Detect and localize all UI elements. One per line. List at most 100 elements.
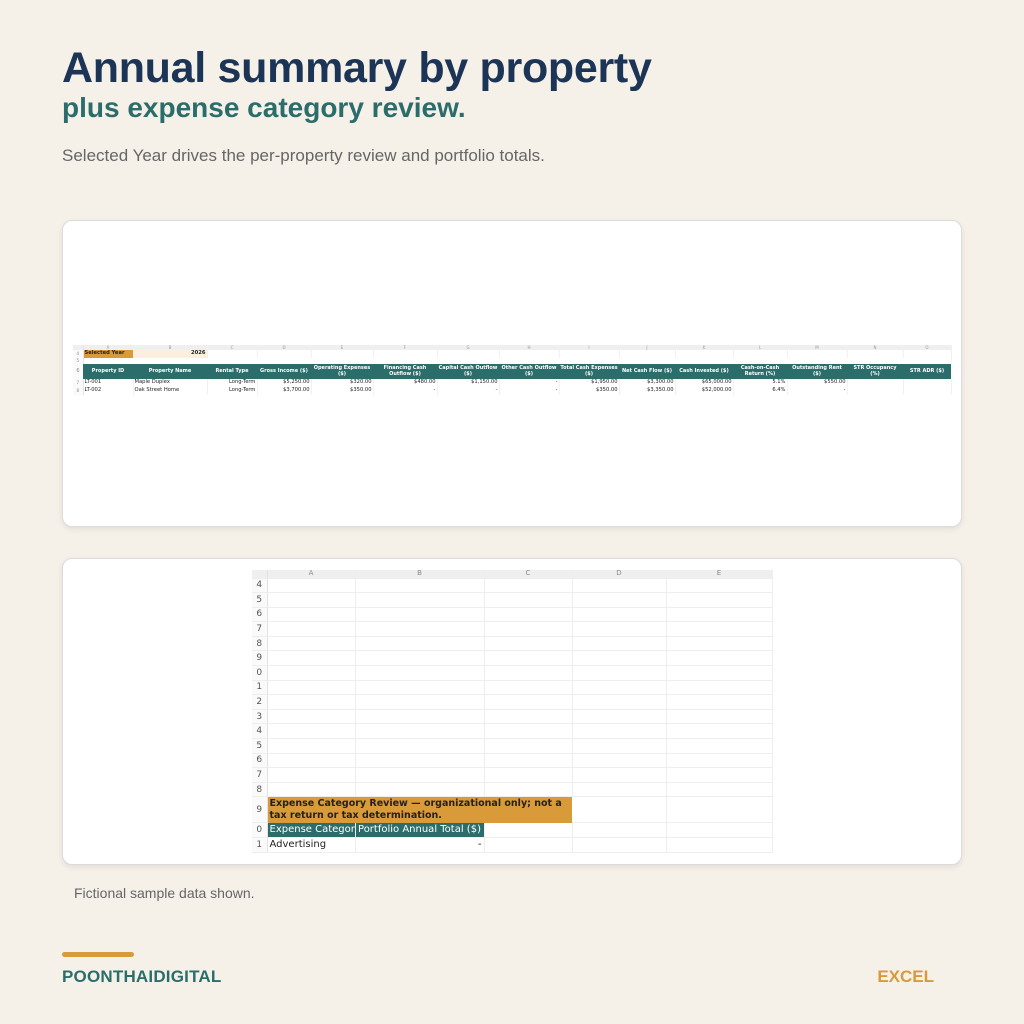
column-header[interactable]: F: [373, 345, 438, 350]
cell[interactable]: $1,950.00: [559, 379, 620, 387]
cell[interactable]: Long-Term: [207, 387, 258, 395]
cell[interactable]: $350.00: [559, 387, 620, 395]
cell[interactable]: [484, 709, 573, 725]
cell[interactable]: [484, 680, 573, 696]
header-financing-outflow[interactable]: Financing Cash Outflow ($): [373, 364, 437, 379]
cell[interactable]: [666, 796, 773, 824]
column-header[interactable]: C: [207, 345, 258, 350]
column-header[interactable]: E: [666, 570, 773, 579]
cell[interactable]: [355, 723, 485, 740]
column-header[interactable]: L: [733, 345, 788, 350]
cell[interactable]: [484, 650, 573, 667]
cell[interactable]: $3,700.00: [257, 387, 312, 395]
cell[interactable]: [619, 350, 676, 358]
row-number[interactable]: 8: [252, 782, 268, 798]
column-header[interactable]: I: [559, 345, 620, 350]
cell[interactable]: -: [499, 387, 560, 395]
row-number[interactable]: 5: [252, 592, 268, 608]
cell[interactable]: [355, 592, 485, 608]
column-header[interactable]: D: [572, 570, 667, 579]
cell[interactable]: Oak Street Home: [133, 387, 208, 395]
cell[interactable]: $5,250.00: [257, 379, 312, 387]
header-portfolio-annual-total[interactable]: Portfolio Annual Total ($): [355, 822, 485, 838]
cell[interactable]: [666, 680, 773, 696]
cell[interactable]: [903, 350, 952, 358]
cell[interactable]: [267, 592, 356, 608]
row-number[interactable]: 7: [252, 767, 268, 783]
row-number[interactable]: 0: [252, 665, 268, 681]
header-other-outflow[interactable]: Other Cash Outflow ($): [499, 364, 559, 379]
cell[interactable]: [267, 782, 356, 798]
cell[interactable]: [572, 636, 667, 652]
cell[interactable]: [572, 796, 667, 824]
cell[interactable]: LT-002: [83, 387, 134, 395]
cell[interactable]: $52,000.00: [675, 387, 734, 395]
cell[interactable]: [484, 782, 573, 798]
cell[interactable]: $550.00: [787, 379, 848, 387]
cell[interactable]: [267, 680, 356, 696]
cell[interactable]: [666, 822, 773, 838]
row-number[interactable]: 7: [252, 621, 268, 637]
column-header[interactable]: J: [619, 345, 676, 350]
expense-category-cell[interactable]: Advertising: [267, 837, 356, 853]
cell[interactable]: -: [437, 387, 500, 395]
cell[interactable]: -: [499, 379, 560, 387]
cell[interactable]: [572, 782, 667, 798]
cell[interactable]: [666, 723, 773, 740]
header-operating-expenses[interactable]: Operating Expenses ($): [311, 364, 373, 379]
column-header[interactable]: A: [83, 345, 134, 350]
cell[interactable]: [484, 837, 573, 853]
column-header[interactable]: C: [484, 570, 573, 579]
select-all-corner[interactable]: [73, 345, 84, 350]
row-number[interactable]: 5: [73, 358, 84, 364]
cell[interactable]: [572, 738, 667, 754]
cell[interactable]: [267, 694, 356, 710]
column-header[interactable]: B: [355, 570, 485, 579]
cell[interactable]: $350.00: [311, 387, 374, 395]
cell[interactable]: [666, 578, 773, 594]
cell[interactable]: [666, 621, 773, 637]
cell[interactable]: [267, 578, 356, 594]
cell[interactable]: [355, 578, 485, 594]
cell[interactable]: [666, 592, 773, 608]
row-number[interactable]: 6: [73, 364, 83, 379]
cell[interactable]: [847, 350, 904, 358]
cell[interactable]: -: [373, 387, 438, 395]
cell[interactable]: [484, 607, 573, 623]
row-number[interactable]: 1: [252, 680, 268, 696]
cell[interactable]: [675, 350, 734, 358]
cell[interactable]: Long-Term: [207, 379, 258, 387]
cell[interactable]: [355, 767, 485, 783]
cell[interactable]: [484, 665, 573, 681]
header-cash-invested[interactable]: Cash Invested ($): [675, 364, 733, 379]
cell[interactable]: [207, 350, 258, 358]
cell[interactable]: [572, 753, 667, 769]
cell[interactable]: [572, 694, 667, 710]
cell[interactable]: [267, 607, 356, 623]
cell[interactable]: $3,300.00: [619, 379, 676, 387]
cell[interactable]: [847, 379, 904, 387]
cell[interactable]: [311, 350, 374, 358]
cell[interactable]: [484, 767, 573, 783]
header-capital-outflow[interactable]: Capital Cash Outflow ($): [437, 364, 499, 379]
cell[interactable]: [355, 709, 485, 725]
cell[interactable]: [437, 350, 500, 358]
cell[interactable]: [559, 350, 620, 358]
cell[interactable]: [267, 723, 356, 740]
cell[interactable]: [572, 592, 667, 608]
cell[interactable]: [499, 350, 560, 358]
cell[interactable]: [484, 723, 573, 740]
cell[interactable]: [355, 636, 485, 652]
cell[interactable]: [666, 709, 773, 725]
cell[interactable]: [267, 767, 356, 783]
cell[interactable]: [666, 753, 773, 769]
cell[interactable]: [267, 709, 356, 725]
cell[interactable]: [484, 753, 573, 769]
header-expense-category[interactable]: Expense Category: [267, 822, 356, 838]
cell[interactable]: [355, 782, 485, 798]
expense-review-banner[interactable]: Expense Category Review — organizational…: [267, 796, 572, 823]
cell[interactable]: [572, 837, 667, 853]
cell[interactable]: [903, 379, 952, 387]
column-header[interactable]: M: [787, 345, 848, 350]
selected-year-label[interactable]: Selected Year: [83, 350, 134, 358]
